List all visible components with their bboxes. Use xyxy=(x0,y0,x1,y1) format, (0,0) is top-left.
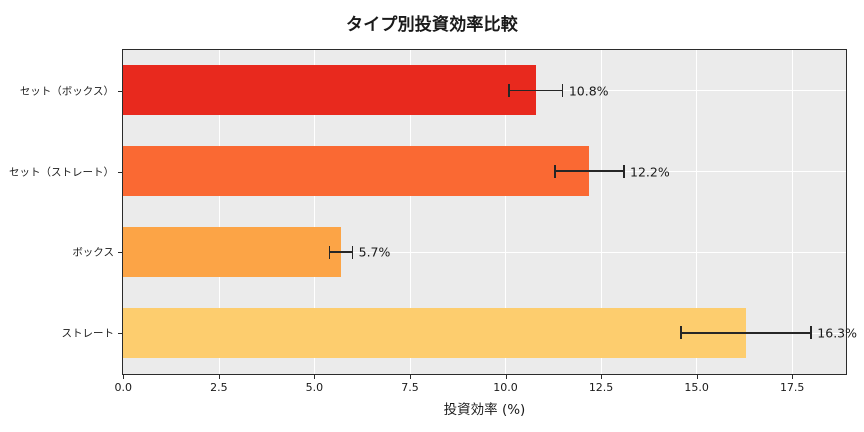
bar xyxy=(123,146,590,197)
y-tick-mark xyxy=(118,90,122,92)
y-tick-mark xyxy=(118,333,122,335)
bar-value-label: 16.3% xyxy=(817,325,858,341)
error-bar xyxy=(329,251,353,253)
error-bar-cap-low xyxy=(554,164,556,178)
x-gridline xyxy=(314,50,316,374)
error-bar-cap-low xyxy=(508,83,510,97)
bar-value-label: 5.7% xyxy=(358,244,391,260)
error-bar-cap-high xyxy=(622,164,625,178)
x-tick-label: 7.5 xyxy=(401,381,419,394)
bar xyxy=(123,227,341,278)
error-bar xyxy=(554,170,624,173)
x-tick-mark xyxy=(505,375,507,379)
x-tick-mark xyxy=(218,375,220,379)
x-gridline xyxy=(696,50,698,374)
chart-title: タイプ別投資効率比較 xyxy=(346,15,518,35)
x-tick-mark xyxy=(123,375,125,379)
x-tick-mark xyxy=(696,375,698,379)
bar xyxy=(123,307,747,359)
x-gridline xyxy=(600,50,602,374)
x-tick-label: 17.5 xyxy=(779,381,805,394)
error-bar-cap-low xyxy=(680,326,682,340)
bar-value-label: 10.8% xyxy=(568,83,609,99)
y-tick-mark xyxy=(118,171,122,173)
x-tick-mark xyxy=(314,375,316,379)
x-gridline xyxy=(218,50,220,374)
y-gridline xyxy=(123,252,846,254)
plot-inner xyxy=(123,50,846,374)
x-gridline xyxy=(505,50,507,374)
plot-area xyxy=(122,49,847,375)
error-bar-cap-high xyxy=(351,245,354,259)
x-tick-label: 10.0 xyxy=(493,381,518,394)
bar-value-label: 12.2% xyxy=(630,164,670,180)
x-tick-label: 12.5 xyxy=(588,381,614,394)
x-tick-label: 15.0 xyxy=(684,381,709,394)
x-tick-mark xyxy=(409,375,411,379)
error-bar xyxy=(681,332,811,334)
x-gridline xyxy=(409,50,411,374)
x-gridline xyxy=(791,50,793,374)
x-tick-mark xyxy=(601,375,603,379)
error-bar-cap-high xyxy=(810,326,812,340)
y-tick-label: セット（ストレート） xyxy=(9,166,114,179)
x-tick-label: 5.0 xyxy=(305,381,324,394)
error-bar xyxy=(509,89,563,92)
x-tick-mark xyxy=(792,375,794,379)
x-tick-label: 0.0 xyxy=(114,381,133,394)
x-tick-label: 2.5 xyxy=(210,381,228,394)
bar xyxy=(123,65,536,116)
y-tick-label: ストレート xyxy=(61,327,115,340)
error-bar-cap-low xyxy=(328,245,331,259)
y-tick-mark xyxy=(118,252,122,254)
y-tick-label: セット（ボックス） xyxy=(19,85,114,98)
y-tick-label: ボックス xyxy=(72,246,114,259)
error-bar-cap-high xyxy=(561,83,564,97)
x-axis-label: 投資効率 (%) xyxy=(443,402,526,418)
